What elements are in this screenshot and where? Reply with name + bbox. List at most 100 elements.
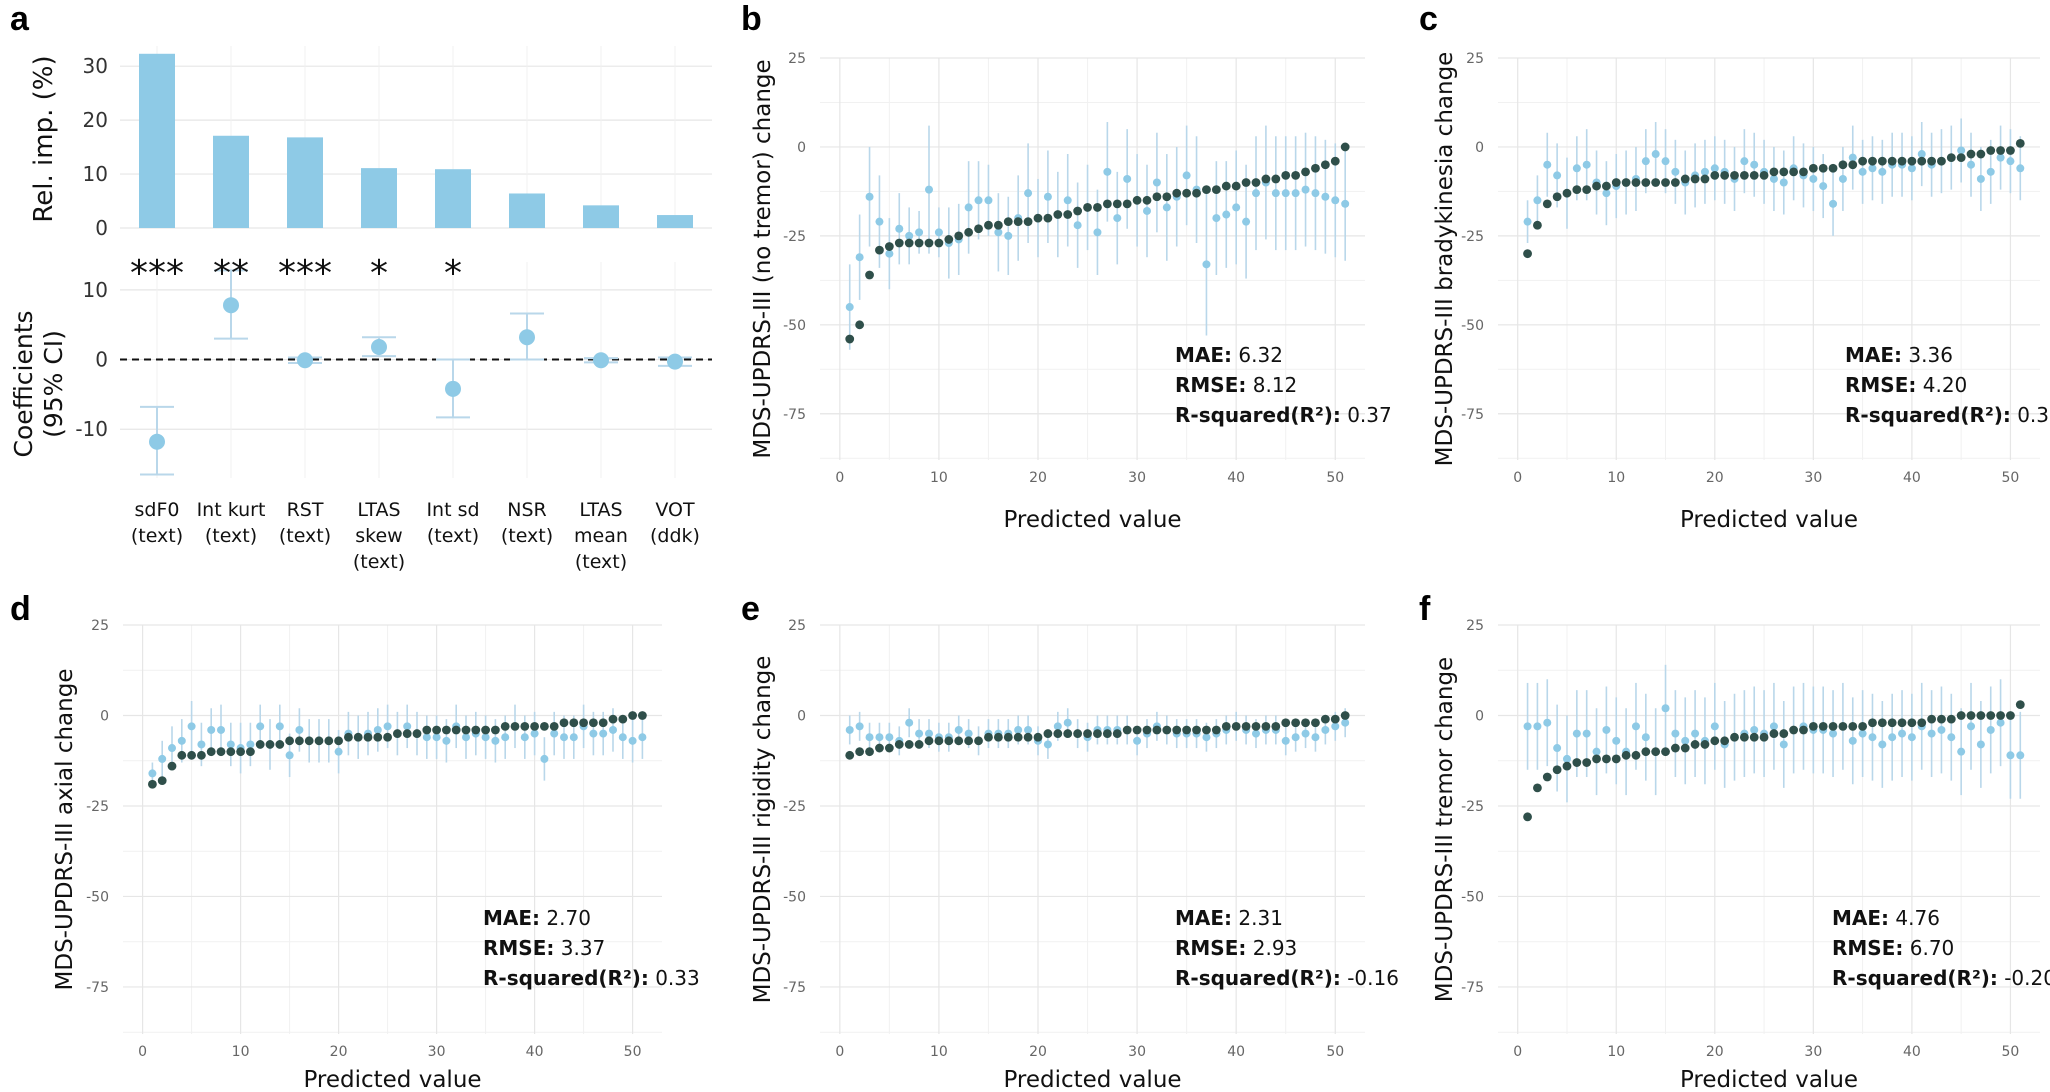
metric-line: RMSE: 4.20 [1845,373,1967,397]
predicted-point [618,714,628,724]
predicted-point [894,238,904,248]
scatter-panel-b: 25 0 -25 -50 -75 0 10 20 30 40 50 Predicted value MD… [750,51,1392,533]
predicted-point [226,747,236,757]
predicted-point [540,721,549,731]
predicted-point [1013,732,1023,742]
observed-point [1533,196,1542,205]
observed-point [550,729,559,738]
predicted-point [1340,142,1350,152]
observed-point [1582,729,1591,738]
observed-point [905,718,914,727]
panel-letter-f: f [1419,590,1431,628]
predicted-point [1720,736,1730,746]
y-axis-title: MDS-UPDRS-III bradykinesia change [1432,52,1458,467]
predicted-point [275,740,285,749]
observed-point [1543,718,1552,727]
category-label: NSR [507,499,546,521]
observed-point [1878,740,1887,749]
x-tick-label: 20 [1706,470,1724,486]
predicted-point [1680,743,1690,753]
predicted-point [954,736,964,746]
predicted-point [954,231,964,241]
predicted-point [1320,714,1330,724]
observed-point [1809,174,1818,183]
metric-value: 3.37 [554,936,605,960]
observed-point [589,729,598,738]
observed-point [246,740,255,749]
observed-point [1829,729,1838,738]
observed-point [501,733,510,742]
observed-point [1043,740,1052,749]
predicted-point [1661,178,1670,187]
observed-point [1073,221,1082,230]
predicted-point [1192,725,1201,735]
predicted-point [1917,718,1927,728]
predicted-point [1033,213,1043,223]
observed-point [954,725,963,734]
predicted-point [1102,729,1112,738]
predicted-point [1799,725,1808,735]
observed-point [1907,733,1916,742]
observed-point [609,725,617,734]
metric-value: 0.35 [2011,403,2050,427]
y-tick-label: 25 [788,618,806,634]
predicted-point [944,235,954,244]
metric-label: R-squared(R²): [1175,403,1341,427]
observed-point [974,196,983,205]
predicted-point [1651,178,1661,187]
observed-point [1868,164,1877,173]
x-tick-label: 20 [1029,1044,1047,1060]
x-tick-label: 30 [428,1044,446,1060]
predicted-point [884,743,894,753]
predicted-point [1582,185,1592,195]
observed-point [964,729,973,738]
metric-value: -0.16 [1341,966,1399,990]
predicted-point [1602,754,1611,764]
predicted-point [1562,761,1572,771]
x-tick-label: 20 [1029,470,1047,486]
predicted-point [1162,725,1172,735]
metric-line: R-squared(R²): -0.16 [1175,966,1399,990]
bar-ltas [361,168,397,228]
observed-point [1093,228,1102,237]
predicted-point [1063,210,1073,219]
observed-point [148,769,157,778]
predicted-point [865,270,874,280]
observed-point [1602,725,1611,734]
predicted-point [1670,743,1680,753]
y-tick-label: 0 [100,708,109,724]
predicted-point [2006,146,2015,155]
predicted-point [1937,156,1946,166]
category-label: sdF0 [135,499,180,521]
x-tick-label: 30 [1128,470,1146,486]
bar-vot [657,215,693,228]
observed-point [177,736,186,745]
observed-point [383,722,392,731]
observed-point [1671,729,1680,738]
metric-value: 2.93 [1246,936,1297,960]
predicted-point [845,334,855,344]
predicted-point [855,747,865,757]
category-label: RST [287,499,324,521]
observed-point [1848,153,1857,162]
predicted-point [1602,181,1611,191]
predicted-point [1003,217,1013,227]
predicted-point [1848,721,1858,731]
observed-point [628,736,637,745]
predicted-point [1172,188,1182,198]
metric-value: 4.20 [1916,373,1967,397]
x-axis-title: Predicted value [1003,1067,1181,1092]
observed-point [1341,199,1350,208]
significance-marker: *** [278,253,332,294]
x-tick-label: 40 [1227,470,1245,486]
predicted-point [1877,718,1887,728]
observed-point [1848,736,1857,745]
predicted-point [500,721,510,731]
predicted-point [1241,178,1251,187]
metric-value: 8.12 [1246,373,1297,397]
predicted-point [589,718,598,728]
predicted-point [471,725,481,735]
observed-point [1769,722,1778,731]
predicted-point [1828,721,1838,731]
